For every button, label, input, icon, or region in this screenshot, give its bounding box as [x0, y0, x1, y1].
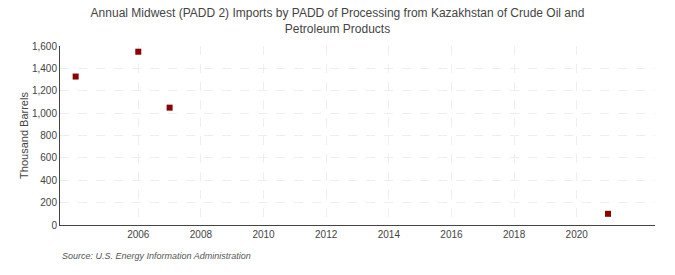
svg-text:600: 600 [40, 152, 57, 163]
svg-text:2014: 2014 [378, 229, 401, 240]
svg-text:2012: 2012 [315, 229, 338, 240]
svg-text:Annual Midwest (PADD 2) Import: Annual Midwest (PADD 2) Imports by PADD … [91, 6, 585, 36]
svg-text:1,600: 1,600 [32, 41, 57, 52]
svg-text:800: 800 [40, 130, 57, 141]
svg-text:1,000: 1,000 [32, 108, 57, 119]
svg-text:400: 400 [40, 175, 57, 186]
svg-text:2018: 2018 [503, 229, 526, 240]
svg-text:2010: 2010 [252, 229, 275, 240]
svg-text:2006: 2006 [127, 229, 150, 240]
svg-text:1,200: 1,200 [32, 85, 57, 96]
svg-text:1,400: 1,400 [32, 63, 57, 74]
svg-text:2008: 2008 [190, 229, 213, 240]
svg-text:Source: U.S. Energy Informatio: Source: U.S. Energy Information Administ… [62, 251, 251, 261]
svg-text:0: 0 [51, 220, 57, 231]
svg-text:2016: 2016 [440, 229, 463, 240]
svg-text:2020: 2020 [566, 229, 589, 240]
svg-text:Thousand Barrels: Thousand Barrels [18, 92, 30, 179]
svg-text:200: 200 [40, 197, 57, 208]
